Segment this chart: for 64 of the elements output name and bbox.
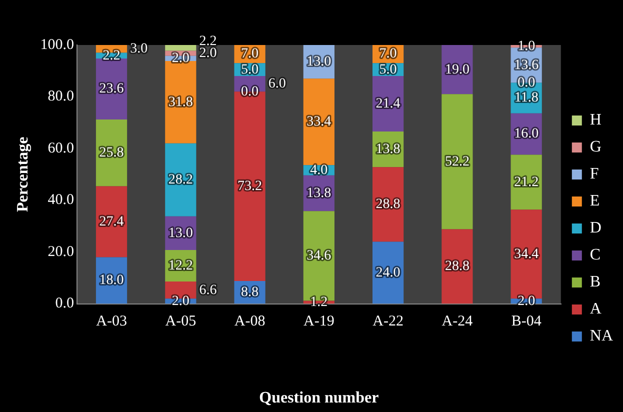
y-tick-label: 40.0 — [48, 192, 74, 208]
data-label: 52.2 — [444, 154, 470, 170]
data-label: 19.0 — [444, 62, 470, 78]
data-label: 0.0 — [241, 84, 259, 100]
legend-label: F — [590, 166, 599, 183]
x-tick-label: A-19 — [304, 314, 334, 330]
y-axis-title: Percentage — [14, 136, 32, 212]
x-tick-label: B-04 — [511, 314, 542, 330]
data-label: 4.0 — [310, 162, 328, 178]
bar — [442, 94, 473, 230]
data-label: 1.0 — [518, 38, 536, 54]
y-tick-label: 80.0 — [48, 88, 74, 105]
data-label: 2.2 — [102, 48, 120, 64]
data-label: 28.8 — [376, 197, 400, 212]
data-label: 0.0 — [518, 75, 536, 90]
data-label: 6.0 — [268, 76, 286, 92]
legend-label: G — [590, 138, 602, 156]
data-label: 23.6 — [99, 82, 124, 97]
data-label: 6.6 — [199, 282, 217, 298]
legend-label: D — [590, 220, 602, 237]
data-label: 13.8 — [306, 186, 332, 201]
data-label: 25.8 — [99, 146, 124, 161]
data-label: 3.0 — [130, 42, 148, 57]
data-label: 16.0 — [514, 126, 539, 142]
data-label: 7.0 — [379, 46, 397, 62]
data-label: 11.8 — [514, 90, 538, 106]
legend-label: E — [590, 192, 600, 210]
legend-label: A — [590, 300, 602, 318]
legend-label: B — [590, 274, 601, 291]
data-label: 33.4 — [306, 114, 332, 130]
data-label: 13.8 — [376, 142, 400, 157]
y-tick-label: 20.0 — [48, 244, 74, 260]
y-tick-label: 0.0 — [55, 296, 74, 312]
data-label: 21.2 — [514, 174, 539, 190]
data-label: 21.4 — [376, 96, 400, 112]
data-label: 73.2 — [238, 178, 262, 194]
data-label: 18.0 — [99, 273, 124, 288]
data-label: 13.6 — [514, 58, 539, 73]
data-label: 28.8 — [444, 259, 470, 274]
x-tick-label: A-08 — [234, 314, 266, 330]
data-label: 13.0 — [168, 226, 193, 241]
data-label: 34.6 — [306, 248, 332, 264]
legend-label: C — [590, 246, 601, 264]
legend-label: H — [590, 112, 602, 129]
data-label: 28.2 — [168, 172, 193, 188]
data-label: 34.4 — [514, 246, 539, 262]
legend-label: NA — [590, 328, 614, 345]
x-tick-label: A-22 — [372, 314, 404, 330]
x-tick-label: A-24 — [442, 314, 474, 330]
data-label: 7.0 — [241, 46, 259, 62]
data-label: 31.8 — [168, 94, 193, 110]
data-label: 27.4 — [99, 214, 124, 230]
data-label: 24.0 — [376, 265, 400, 280]
x-tick-label: A-03 — [96, 314, 127, 330]
data-label: 8.8 — [241, 285, 259, 300]
x-axis-title: Question number — [259, 390, 379, 407]
data-label: 5.0 — [379, 62, 397, 78]
y-tick-label: 60.0 — [48, 140, 74, 156]
y-tick-label: 100.0 — [40, 36, 74, 53]
data-label: 13.0 — [306, 54, 332, 70]
data-label: 12.2 — [168, 258, 193, 274]
data-label: 5.0 — [241, 62, 259, 78]
x-tick-label: A-05 — [165, 314, 196, 330]
bar — [165, 45, 196, 51]
